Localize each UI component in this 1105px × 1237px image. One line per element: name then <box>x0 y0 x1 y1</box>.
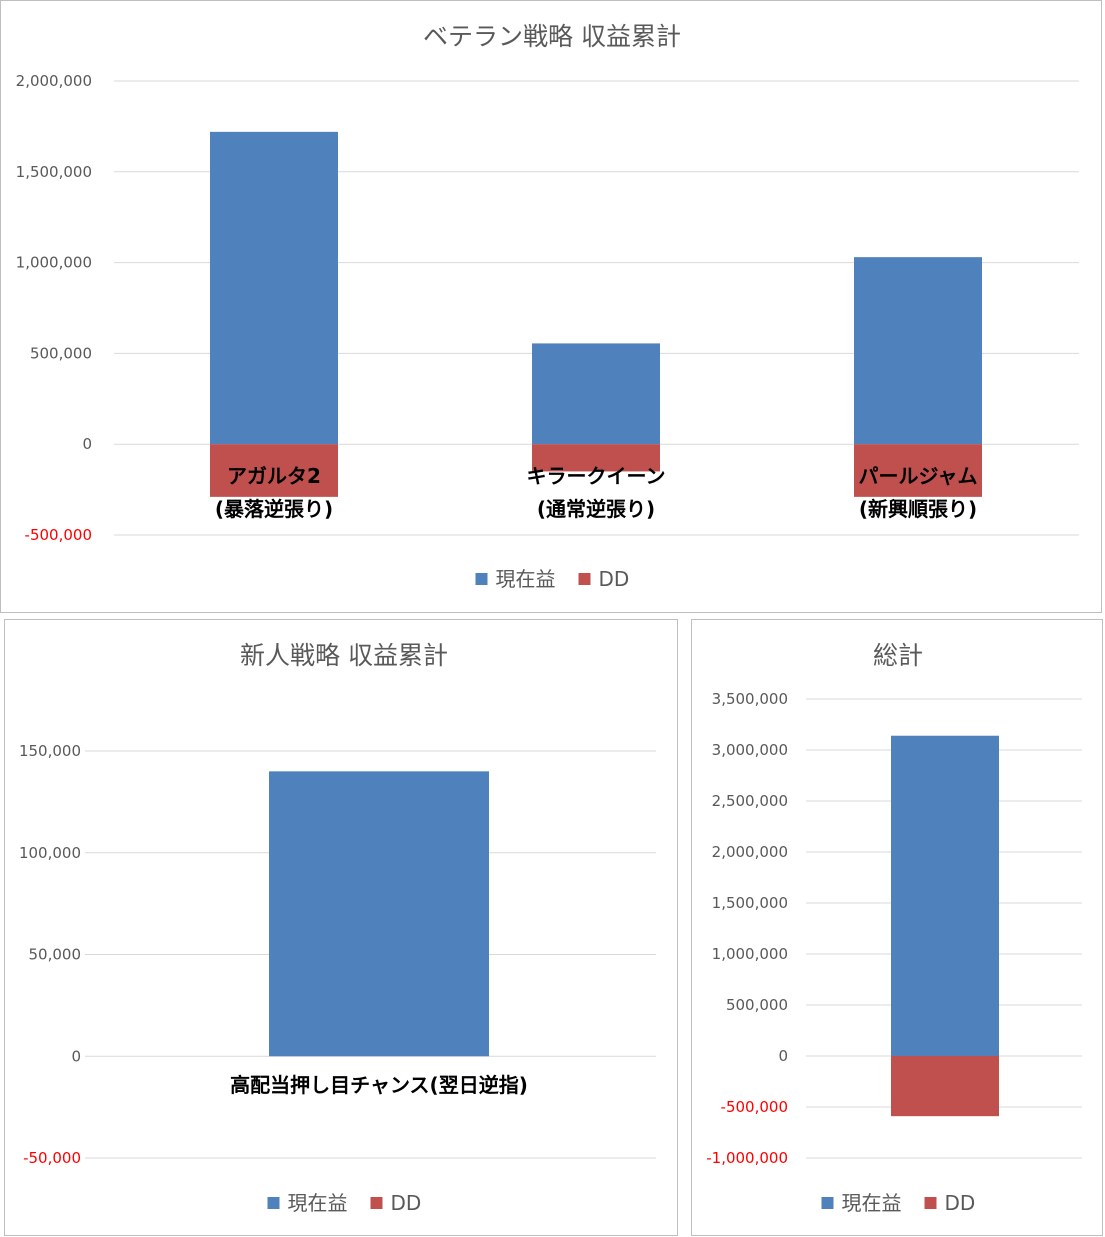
total-y-tick-label: -1,000,000 <box>706 1149 788 1167</box>
rookie-y-tick-label: 0 <box>71 1047 81 1065</box>
rookie-legend-label-profit: 現在益 <box>288 1191 348 1215</box>
rookie-legend-swatch-dd <box>370 1197 383 1209</box>
veteran-bar-dd <box>854 444 982 497</box>
veteran-legend-swatch-profit <box>475 573 488 585</box>
veteran-y-tick-label: 500,000 <box>30 344 92 362</box>
total-y-tick-label: 0 <box>778 1047 788 1065</box>
veteran-legend-swatch-dd <box>578 573 591 585</box>
veteran-bar-profit <box>532 343 660 445</box>
veteran-legend-label-dd: DD <box>599 567 630 591</box>
total-y-tick-label: 3,500,000 <box>712 690 788 708</box>
total-legend-label-profit: 現在益 <box>842 1191 902 1215</box>
total-y-tick-label: 3,000,000 <box>712 741 788 759</box>
rookie-y-tick-label: 100,000 <box>19 844 81 862</box>
total-bar-dd <box>891 1056 999 1117</box>
veteran-category-label: パールジャム <box>859 464 978 488</box>
total-chart-title: 総計 <box>873 641 923 670</box>
veteran-bar-profit <box>854 257 982 445</box>
total-legend-swatch-dd <box>924 1197 937 1209</box>
total-y-tick-label: 2,000,000 <box>712 843 788 861</box>
rookie-legend-swatch-profit <box>267 1197 280 1209</box>
veteran-bar-dd <box>210 444 338 497</box>
veteran-chart-svg: ベテラン戦略 収益累計 2,000,000 1,500,000 1,000,000 50… <box>16 22 1079 591</box>
veteran-category-label: (通常逆張り) <box>537 497 655 521</box>
veteran-y-tick-label: 2,000,000 <box>16 72 92 90</box>
rookie-y-tick-label: -50,000 <box>23 1149 81 1167</box>
total-y-tick-label: -500,000 <box>721 1098 788 1116</box>
total-y-tick-label: 500,000 <box>726 996 788 1014</box>
veteran-y-tick-label: 1,000,000 <box>16 254 92 272</box>
rookie-y-tick-label: 50,000 <box>29 946 82 964</box>
rookie-chart-panel: 新人戦略 収益累計 150,000 100,000 50,000 0 -50,000 高配当… <box>4 619 678 1236</box>
rookie-bar-profit <box>269 771 489 1057</box>
veteran-chart-panel: ベテラン戦略 収益累計 2,000,000 1,500,000 1,000,000 50… <box>0 0 1102 613</box>
total-chart-svg: 総計 3,500,000 3,000,000 2,500,000 2,000,000 1,… <box>706 641 1082 1215</box>
rookie-chart-svg: 新人戦略 収益累計 150,000 100,000 50,000 0 -50,000 高配当… <box>19 641 656 1215</box>
veteran-chart-title: ベテラン戦略 収益累計 <box>423 22 681 51</box>
veteran-category-label: (新興順張り) <box>859 497 977 521</box>
rookie-category-label: 高配当押し目チャンス(翌日逆指) <box>230 1073 528 1097</box>
veteran-y-tick-label: 1,500,000 <box>16 163 92 181</box>
rookie-legend-label-dd: DD <box>391 1191 422 1215</box>
total-y-tick-label: 1,000,000 <box>712 945 788 963</box>
total-y-tick-label: 1,500,000 <box>712 894 788 912</box>
veteran-legend-label-profit: 現在益 <box>496 567 556 591</box>
total-chart-panel: 総計 3,500,000 3,000,000 2,500,000 2,000,000 1,… <box>691 619 1103 1236</box>
rookie-chart-title: 新人戦略 収益累計 <box>240 641 448 670</box>
veteran-category-label: (暴落逆張り) <box>215 497 333 521</box>
veteran-y-tick-label: 0 <box>82 435 92 453</box>
veteran-category-label: アガルタ2 <box>227 464 321 488</box>
veteran-bar-dd <box>532 444 660 472</box>
veteran-y-tick-label: -500,000 <box>25 526 92 544</box>
veteran-category-label: キラークイーン <box>527 464 666 488</box>
total-legend-swatch-profit <box>821 1197 834 1209</box>
total-y-tick-label: 2,500,000 <box>712 792 788 810</box>
total-bar-profit <box>891 735 999 1056</box>
total-legend-label-dd: DD <box>945 1191 976 1215</box>
rookie-y-tick-label: 150,000 <box>19 742 81 760</box>
veteran-bar-profit <box>210 131 338 445</box>
